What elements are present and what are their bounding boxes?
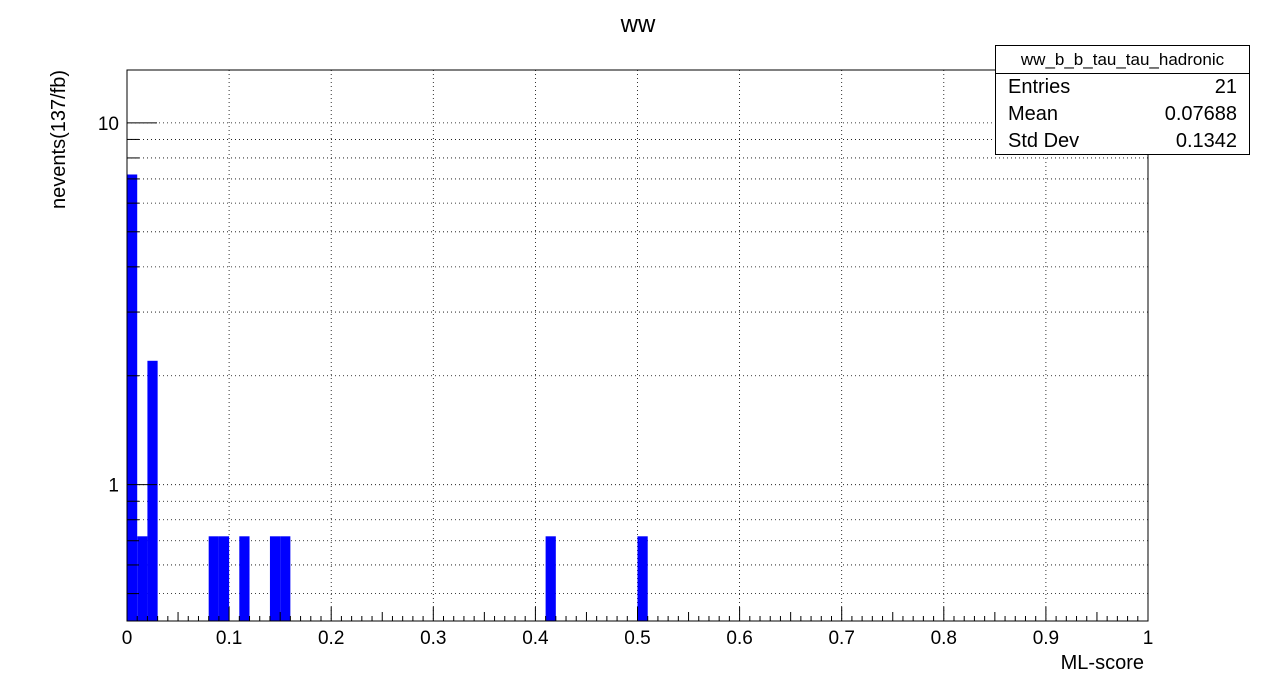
y-axis-label: nevents(137/fb) bbox=[48, 70, 70, 209]
stats-label: Std Dev bbox=[1008, 130, 1080, 152]
x-tick-label: 0.8 bbox=[931, 628, 957, 649]
histogram-bin bbox=[545, 536, 556, 621]
x-tick-label: 0.2 bbox=[318, 628, 344, 649]
stats-value: 0.1342 bbox=[1175, 130, 1237, 152]
chart-title: ww bbox=[620, 11, 656, 38]
stats-label: Mean bbox=[1008, 103, 1059, 125]
histogram-bin bbox=[280, 536, 291, 621]
stats-label: Entries bbox=[1008, 76, 1071, 98]
x-tick-label: 0 bbox=[122, 628, 133, 649]
x-tick-label: 0.4 bbox=[522, 628, 549, 649]
x-axis: 0 0.1 0.2 0.3 0.4 0.5 0.6 0.7 0.8 0.9 1 bbox=[122, 607, 1154, 649]
x-tick-label: 0.3 bbox=[420, 628, 446, 649]
y-tick-label: 10 bbox=[98, 114, 119, 135]
x-tick-label: 0.1 bbox=[216, 628, 242, 649]
x-tick-label: 0.7 bbox=[828, 628, 854, 649]
stats-value: 0.07688 bbox=[1164, 103, 1237, 125]
stats-row-stddev: Std Dev 0.1342 bbox=[996, 128, 1249, 155]
y-axis: 1 10 bbox=[98, 114, 157, 595]
histogram-bin bbox=[208, 536, 219, 621]
x-tick-label: 0.5 bbox=[624, 628, 650, 649]
histogram-bin bbox=[637, 536, 648, 621]
histogram-bars bbox=[127, 174, 648, 622]
x-tick-label: 0.6 bbox=[726, 628, 752, 649]
histogram-bin bbox=[239, 536, 250, 621]
histogram-bin bbox=[127, 174, 138, 622]
x-tick-label: 0.9 bbox=[1033, 628, 1059, 649]
stats-box: ww_b_b_tau_tau_hadronic Entries 21 Mean … bbox=[995, 45, 1250, 155]
stats-title: ww_b_b_tau_tau_hadronic bbox=[996, 46, 1249, 74]
y-tick-label: 1 bbox=[108, 476, 119, 497]
histogram-bin bbox=[137, 536, 148, 621]
stats-row-entries: Entries 21 bbox=[996, 74, 1249, 101]
stats-row-mean: Mean 0.07688 bbox=[996, 101, 1249, 128]
histogram-bin bbox=[269, 536, 281, 621]
x-axis-label: ML-score bbox=[1061, 652, 1144, 674]
stats-value: 21 bbox=[1214, 76, 1237, 98]
x-tick-label: 1 bbox=[1143, 628, 1154, 649]
histogram-bin bbox=[218, 536, 230, 621]
histogram-bin bbox=[147, 360, 158, 621]
